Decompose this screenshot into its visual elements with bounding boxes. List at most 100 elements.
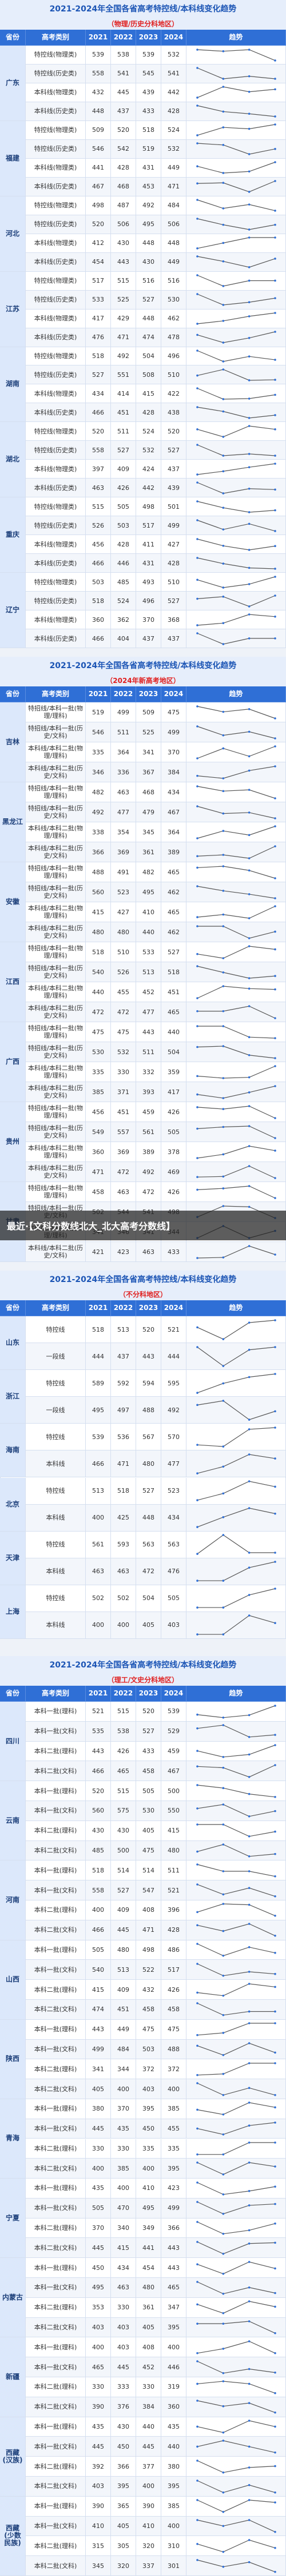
trend-point bbox=[222, 642, 224, 645]
trend-cell bbox=[186, 1182, 286, 1202]
trend-point bbox=[248, 266, 250, 268]
category-cell: 本科线(历史类) bbox=[26, 479, 86, 498]
trend-cell bbox=[186, 842, 286, 862]
category-cell: 特招线/本科一批(历史/文科) bbox=[26, 1122, 86, 1142]
score-cell: 520 bbox=[161, 422, 186, 441]
sparkline bbox=[196, 745, 276, 759]
trend-point bbox=[248, 2161, 250, 2164]
column-header: 2022 bbox=[111, 686, 136, 702]
trend-point bbox=[222, 320, 224, 322]
trend-point bbox=[248, 2260, 250, 2263]
trend-point bbox=[248, 2368, 250, 2370]
score-cell: 400 bbox=[161, 2337, 186, 2358]
score-cell: 341 bbox=[86, 2059, 111, 2080]
trend-point bbox=[273, 1196, 276, 1199]
score-cell: 454 bbox=[136, 2258, 161, 2278]
sparkline bbox=[196, 481, 276, 495]
trend-point bbox=[196, 837, 198, 839]
category-cell: 本科线/本科二批(物理/理科) bbox=[26, 982, 86, 1002]
score-cell: 500 bbox=[161, 1781, 186, 1801]
trend-line bbox=[197, 2241, 275, 2254]
trend-cell bbox=[186, 290, 286, 310]
trend-point bbox=[248, 1946, 250, 1948]
trend-cell bbox=[186, 702, 286, 722]
trend-point bbox=[196, 537, 198, 540]
trend-cell bbox=[186, 1042, 286, 1062]
score-cell: 471 bbox=[111, 328, 136, 347]
trend-point bbox=[196, 142, 198, 145]
score-cell: 589 bbox=[86, 1370, 111, 1397]
score-cell: 465 bbox=[86, 2357, 111, 2378]
trend-point bbox=[222, 1044, 224, 1047]
trend-line bbox=[197, 2499, 275, 2513]
section-subtitle: （物理/历史分科地区） bbox=[0, 17, 286, 30]
score-cell: 558 bbox=[86, 1880, 111, 1900]
score-cell: 377 bbox=[136, 2457, 161, 2477]
score-cell: 470 bbox=[111, 2198, 136, 2219]
column-header: 2021 bbox=[86, 1686, 111, 1702]
trend-line bbox=[197, 350, 275, 362]
trend-point bbox=[273, 1056, 276, 1059]
score-cell: 336 bbox=[111, 762, 136, 782]
score-cell: 459 bbox=[136, 1102, 161, 1122]
score-cell: 405 bbox=[136, 2317, 161, 2338]
trend-point bbox=[196, 705, 198, 708]
score-cell: 551 bbox=[111, 365, 136, 385]
trend-line bbox=[197, 1745, 275, 1758]
trend-cell bbox=[186, 1741, 286, 1762]
category-cell: 本科一批(文科) bbox=[26, 2516, 86, 2537]
trend-point bbox=[248, 1736, 250, 1738]
trend-cell bbox=[186, 862, 286, 882]
score-cell: 429 bbox=[111, 309, 136, 328]
score-cell: 482 bbox=[86, 782, 111, 802]
score-cell: 433 bbox=[136, 1741, 161, 1762]
trend-line bbox=[197, 162, 275, 174]
trend-point bbox=[196, 1633, 198, 1636]
score-cell: 466 bbox=[86, 403, 111, 423]
score-cell: 445 bbox=[111, 83, 136, 102]
score-cell: 428 bbox=[111, 158, 136, 178]
trend-point bbox=[248, 1753, 250, 1756]
trend-point bbox=[273, 797, 276, 799]
score-cell: 434 bbox=[161, 1504, 186, 1532]
trend-cell bbox=[186, 365, 286, 385]
score-cell: 371 bbox=[111, 1082, 136, 1102]
score-cell: 437 bbox=[111, 102, 136, 121]
score-cell: 430 bbox=[86, 1821, 111, 1841]
trend-point bbox=[273, 2106, 276, 2109]
trend-cell bbox=[186, 2337, 286, 2358]
trend-cell bbox=[186, 2258, 286, 2278]
trend-line bbox=[197, 124, 275, 136]
trend-cell bbox=[186, 46, 286, 65]
trend-point bbox=[196, 97, 198, 99]
trend-point bbox=[196, 556, 198, 559]
score-cell: 517 bbox=[161, 1960, 186, 1980]
trend-point bbox=[248, 2300, 250, 2303]
score-cell: 370 bbox=[136, 610, 161, 630]
trend-line bbox=[197, 945, 275, 959]
trend-cell bbox=[186, 2079, 286, 2099]
trend-point bbox=[248, 1904, 250, 1906]
trend-point bbox=[196, 1850, 198, 1853]
score-cell: 501 bbox=[161, 497, 186, 517]
score-cell: 463 bbox=[111, 1182, 136, 1202]
sparkline bbox=[196, 2280, 276, 2295]
trend-point bbox=[196, 2034, 198, 2036]
trend-point bbox=[196, 965, 198, 967]
province-cell: 江苏 bbox=[0, 271, 26, 347]
category-cell: 本科一批(理科) bbox=[26, 2099, 86, 2119]
score-cell: 516 bbox=[136, 271, 161, 291]
trend-point bbox=[273, 59, 276, 62]
trend-line bbox=[197, 2281, 275, 2294]
trend-point bbox=[196, 953, 198, 955]
score-cell: 466 bbox=[86, 1761, 111, 1782]
category-cell: 本科一批(理科) bbox=[26, 2496, 86, 2517]
score-cell: 400 bbox=[111, 1611, 136, 1639]
overlay-banner[interactable]: 最近·【文科分数线北大_北大高考分数线】 bbox=[0, 1211, 286, 1240]
score-cell: 454 bbox=[86, 252, 111, 272]
trend-point bbox=[222, 182, 224, 184]
province-cell: 湖南 bbox=[0, 347, 26, 423]
score-cell: 497 bbox=[111, 1397, 136, 1424]
category-cell: 本科二批(文科) bbox=[26, 2079, 86, 2099]
category-cell: 特招线/本科一批(物理/理科) bbox=[26, 1102, 86, 1122]
